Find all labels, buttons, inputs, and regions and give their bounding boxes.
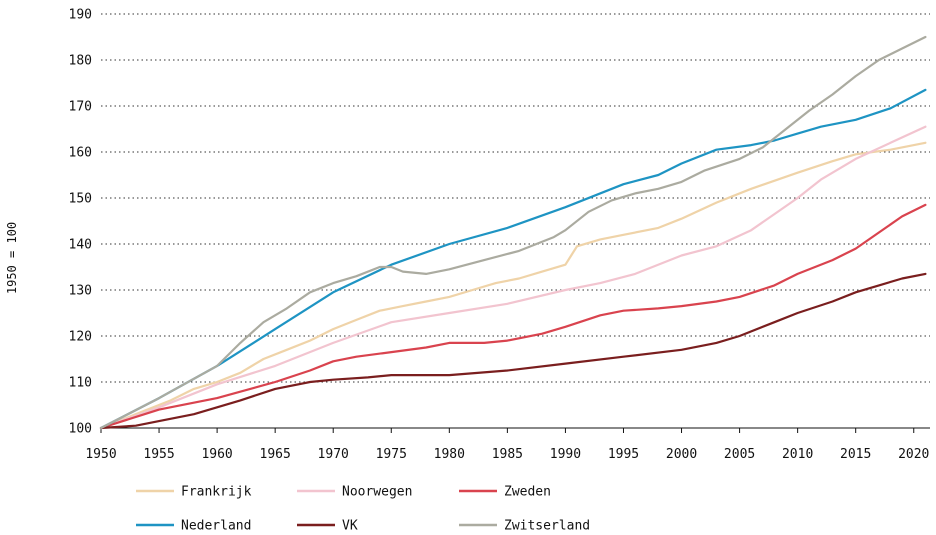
series-line-nederland xyxy=(99,88,927,430)
y-tick-label: 150 xyxy=(69,192,92,207)
y-tick-label: 160 xyxy=(69,146,92,161)
x-tick-label: 1960 xyxy=(201,447,232,462)
legend-label: Zwitserland xyxy=(504,519,590,534)
x-tick-label: 1975 xyxy=(376,447,407,462)
x-tick-label: 1965 xyxy=(260,447,291,462)
legend-item-zweden: Zweden xyxy=(459,485,551,500)
series-line-noorwegen xyxy=(99,125,927,430)
x-tick-label: 2000 xyxy=(666,447,697,462)
x-axis: 1950 1955 1960 1965 1970 1975 1980 1985 1990 1995… xyxy=(85,427,930,462)
x-tick-label: 1995 xyxy=(608,447,639,462)
x-tick-label: 2005 xyxy=(724,447,755,462)
legend-item-vk: VK xyxy=(297,519,358,534)
x-tick-label: 1980 xyxy=(434,447,465,462)
series-line-vk xyxy=(99,272,927,430)
legend-label: Frankrijk xyxy=(181,485,252,500)
legend-item-noorwegen: Noorwegen xyxy=(297,485,412,500)
x-tick-label: 2020 xyxy=(898,447,929,462)
x-tick-label: 1990 xyxy=(550,447,581,462)
legend-label: Zweden xyxy=(504,485,551,500)
x-tick-label: 2010 xyxy=(782,447,813,462)
x-tick-label: 2015 xyxy=(840,447,871,462)
grid-lines xyxy=(101,13,930,383)
y-tick-label: 100 xyxy=(69,422,92,437)
legend-label: Noorwegen xyxy=(342,485,412,500)
legend: Frankrijk Noorwegen Zweden Nederland VK Zwits… xyxy=(136,485,590,534)
y-axis-label: 1950 = 100 xyxy=(5,222,19,294)
series-line-zwitserland xyxy=(99,35,927,430)
x-tick-label: 1955 xyxy=(143,447,174,462)
y-tick-label: 180 xyxy=(69,54,92,69)
y-tick-label: 190 xyxy=(69,8,92,23)
legend-item-nederland: Nederland xyxy=(136,519,251,534)
x-tick-label: 1985 xyxy=(492,447,523,462)
y-tick-label: 110 xyxy=(69,376,92,391)
legend-item-frankrijk: Frankrijk xyxy=(136,485,252,500)
y-tick-label: 170 xyxy=(69,100,92,115)
series-line-frankrijk xyxy=(99,141,927,430)
legend-label: Nederland xyxy=(181,519,251,534)
y-tick-label: 140 xyxy=(69,238,92,253)
x-tick-label: 1950 xyxy=(85,447,116,462)
legend-item-zwitserland: Zwitserland xyxy=(459,519,590,534)
y-tick-label: 130 xyxy=(69,284,92,299)
series-line-zweden xyxy=(99,203,927,430)
x-tick-label: 1970 xyxy=(318,447,349,462)
legend-label: VK xyxy=(342,519,358,534)
y-tick-label: 120 xyxy=(69,330,92,345)
series-lines xyxy=(99,35,927,430)
y-axis-ticks: 100 110 120 130 140 150 160 170 180 190 xyxy=(69,8,92,437)
